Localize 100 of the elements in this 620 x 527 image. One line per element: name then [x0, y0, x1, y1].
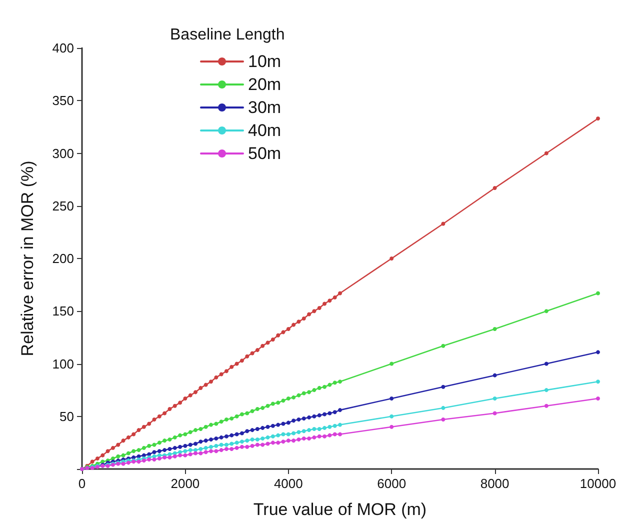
point: [255, 348, 260, 352]
point: [204, 424, 208, 429]
point: [296, 393, 301, 398]
point: [332, 380, 337, 385]
point: [219, 420, 224, 424]
point: [328, 424, 332, 429]
point: [132, 449, 136, 454]
y-tick-label: 50: [60, 408, 74, 424]
point: [492, 411, 497, 416]
point: [132, 432, 136, 436]
point: [332, 424, 337, 428]
point: [178, 444, 182, 449]
point: [188, 452, 192, 456]
point: [194, 442, 198, 446]
point: [441, 406, 446, 410]
point: [270, 434, 275, 438]
point: [255, 438, 260, 442]
point: [292, 438, 296, 443]
point: [168, 438, 172, 442]
point: [157, 440, 162, 445]
point: [172, 435, 177, 440]
point: [188, 430, 192, 434]
point: [544, 309, 548, 314]
y-axis-title: Relative error in MOR (%): [18, 160, 37, 356]
point: [328, 298, 332, 303]
point: [260, 442, 265, 447]
point: [441, 344, 446, 348]
point: [147, 458, 152, 462]
point: [390, 396, 394, 400]
point: [162, 411, 167, 416]
point: [322, 412, 327, 416]
point: [183, 396, 188, 400]
point: [126, 451, 130, 456]
point: [224, 442, 228, 447]
point: [198, 447, 203, 451]
point: [544, 362, 548, 366]
point: [390, 256, 394, 260]
point: [281, 440, 286, 444]
point: [172, 451, 177, 456]
point: [255, 407, 260, 412]
point: [219, 448, 224, 452]
point: [162, 448, 167, 452]
point: [240, 358, 244, 363]
point: [100, 453, 105, 458]
point: [441, 384, 446, 389]
point: [214, 444, 218, 448]
point: [168, 447, 172, 451]
point: [152, 458, 156, 462]
point: [328, 382, 332, 387]
point: [596, 116, 600, 121]
point: [312, 414, 316, 418]
point: [276, 440, 280, 445]
point: [596, 350, 600, 354]
point: [136, 428, 141, 432]
point: [234, 440, 239, 445]
point: [245, 444, 250, 449]
point: [198, 451, 203, 456]
point: [302, 416, 306, 420]
point: [230, 442, 234, 446]
point: [328, 433, 332, 438]
y-tick-label: 200: [52, 251, 74, 266]
point: [322, 384, 327, 389]
point: [90, 460, 94, 464]
point: [183, 432, 188, 436]
point: [172, 454, 177, 458]
point: [219, 442, 224, 447]
point: [147, 444, 152, 448]
point: [234, 362, 239, 366]
point: [142, 458, 146, 463]
point: [260, 344, 265, 348]
point: [250, 428, 254, 432]
point: [230, 433, 234, 438]
point: [224, 447, 228, 451]
point: [338, 432, 342, 436]
point: [116, 454, 120, 458]
point: [266, 404, 270, 408]
point: [266, 442, 270, 446]
point: [292, 322, 296, 327]
point: [286, 438, 290, 443]
point: [204, 438, 208, 443]
point: [266, 340, 270, 345]
point: [198, 386, 203, 390]
point: [214, 449, 218, 454]
point: [302, 391, 306, 396]
point: [209, 444, 213, 449]
point: [302, 316, 306, 320]
point: [230, 364, 234, 369]
point: [286, 327, 290, 332]
point: [492, 186, 497, 190]
point: [296, 418, 301, 422]
point: [281, 422, 286, 426]
point: [260, 426, 265, 430]
point: [276, 333, 280, 338]
point: [276, 400, 280, 405]
point: [307, 415, 312, 420]
point: [121, 438, 126, 443]
point: [204, 446, 208, 450]
point: [224, 418, 228, 422]
x-axis-title: True value of MOR (m): [253, 500, 427, 519]
point: [307, 390, 312, 394]
